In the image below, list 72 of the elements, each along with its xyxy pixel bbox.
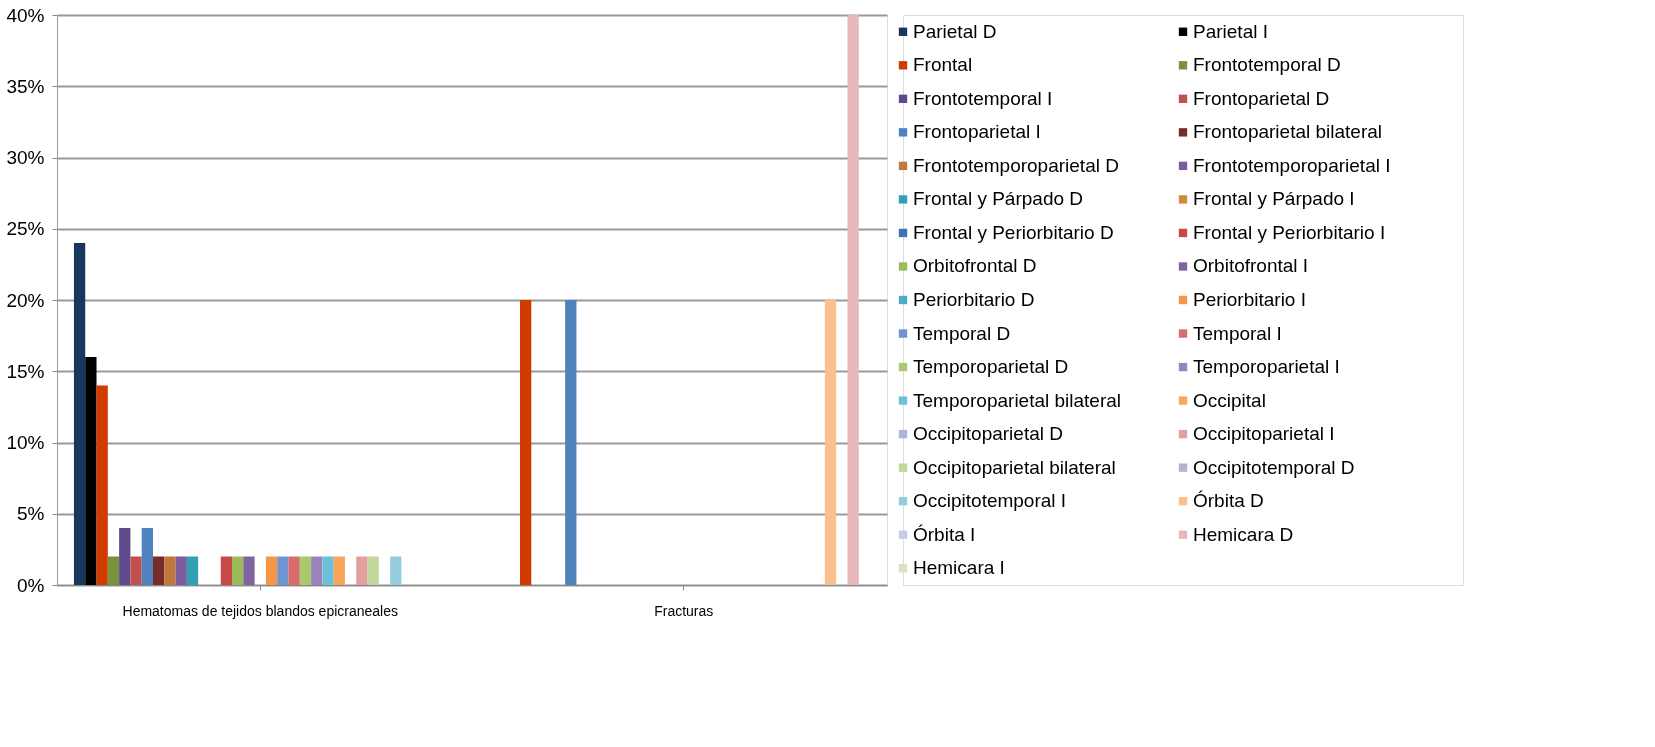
legend-label: Frontotemporal D xyxy=(1193,54,1341,76)
bar xyxy=(322,556,334,585)
bar xyxy=(311,556,323,585)
legend-label: Temporal I xyxy=(1193,322,1282,344)
bar xyxy=(107,556,120,585)
legend-label: Occipitoparietal D xyxy=(913,423,1063,445)
legend-label: Parietal I xyxy=(1193,20,1268,42)
bar xyxy=(175,556,187,585)
legend-label: Frontotemporal I xyxy=(913,87,1053,109)
bar xyxy=(232,556,244,585)
y-tick-label: 20% xyxy=(6,289,45,311)
legend-label: Occipitoparietal bilateral xyxy=(913,456,1116,478)
legend-label: Frontal y Párpado D xyxy=(913,188,1084,210)
legend-label: Frontoparietal D xyxy=(1193,87,1330,109)
legend-label: Hemicara D xyxy=(1193,523,1294,545)
bar xyxy=(519,300,532,585)
legend-label: Temporal D xyxy=(913,322,1011,344)
bar xyxy=(288,556,300,585)
legend-label: Occipitotemporal D xyxy=(1193,456,1355,478)
legend-label: Temporoparietal D xyxy=(913,356,1069,378)
bar xyxy=(141,528,153,585)
legend-label: Orbitofrontal D xyxy=(913,255,1037,277)
y-tick-label: 35% xyxy=(6,75,45,97)
legend-label: Frontal y Periorbitario D xyxy=(913,221,1114,243)
legend-label: Frontal xyxy=(913,54,973,76)
bar xyxy=(824,300,837,585)
bar xyxy=(277,556,289,585)
bar xyxy=(73,243,86,585)
legend-label: Frontoparietal I xyxy=(913,121,1041,143)
legend-label: Temporoparietal I xyxy=(1193,356,1340,378)
bar xyxy=(299,556,312,585)
bar xyxy=(265,556,278,585)
legend-label: Frontotemporoparietal D xyxy=(913,154,1119,176)
legend-label: Temporoparietal bilateral xyxy=(913,389,1122,411)
bar xyxy=(186,556,199,585)
x-tick-label: Hematomas de tejidos blandos epicraneales xyxy=(122,602,399,619)
legend-label: Frontal y Párpado I xyxy=(1193,188,1355,210)
bar xyxy=(85,357,97,585)
legend-label: Periorbitario D xyxy=(913,289,1035,310)
y-tick-label: 10% xyxy=(6,432,45,453)
legend-label: Occipital xyxy=(1193,389,1266,411)
legend-label: Frontal y Periorbitario I xyxy=(1193,221,1386,243)
bar xyxy=(367,556,379,585)
bar xyxy=(164,556,176,585)
legend-label: Occipitoparietal I xyxy=(1193,423,1335,445)
bar xyxy=(152,556,165,585)
y-tick-label: 5% xyxy=(17,503,45,525)
legend-label: Órbita I xyxy=(913,523,976,545)
y-tick-label: 0% xyxy=(17,574,45,596)
bar xyxy=(130,556,142,585)
legend-label: Occipitotemporal I xyxy=(913,490,1067,512)
x-tick-label: Fracturas xyxy=(654,602,714,619)
legend-label: Hemicara I xyxy=(913,557,1005,579)
y-tick-label: 40% xyxy=(6,4,45,26)
legend-label: Parietal D xyxy=(913,20,997,42)
legend-label: Orbitofrontal I xyxy=(1193,255,1309,277)
bar xyxy=(847,15,859,585)
legend-label: Frontoparietal bilateral xyxy=(1193,121,1383,143)
bar xyxy=(96,385,108,585)
legend-label: Periorbitario I xyxy=(1193,289,1306,310)
bar xyxy=(390,556,402,585)
legend-label: Frontotemporoparietal I xyxy=(1193,154,1391,176)
y-tick-label: 15% xyxy=(6,360,45,382)
bar xyxy=(565,300,577,585)
y-tick-label: 30% xyxy=(6,147,45,168)
bar xyxy=(220,556,233,585)
bar xyxy=(356,556,368,585)
bar xyxy=(243,556,255,585)
legend-label: Órbita D xyxy=(1193,490,1264,512)
bar xyxy=(333,556,345,585)
y-tick-label: 25% xyxy=(6,218,45,240)
bar xyxy=(119,528,131,585)
